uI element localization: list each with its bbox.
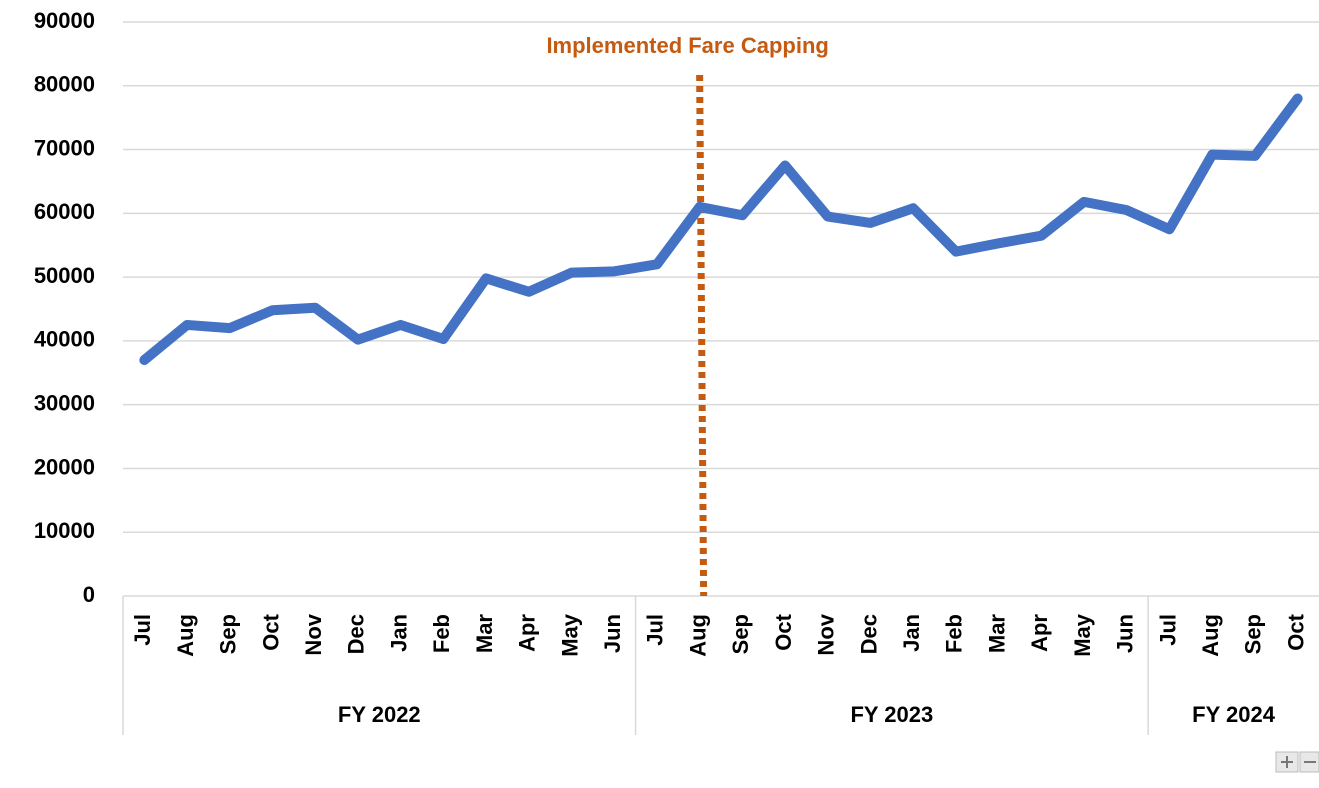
x-tick-label: Mar xyxy=(472,614,497,654)
y-tick-label: 80000 xyxy=(34,72,95,97)
zoom-controls xyxy=(1275,751,1319,773)
x-tick-label: Dec xyxy=(344,614,369,654)
y-tick-label: 0 xyxy=(83,582,95,607)
y-tick-label: 70000 xyxy=(34,135,95,160)
x-tick-label: Oct xyxy=(1283,613,1308,650)
x-tick-label: Jun xyxy=(600,614,625,653)
x-tick-label: Jul xyxy=(643,614,668,646)
x-tick-label: Sep xyxy=(216,614,241,654)
x-tick-label: Oct xyxy=(258,613,283,650)
x-tick-label: Jan xyxy=(899,614,924,652)
x-tick-label: Apr xyxy=(515,614,540,652)
annotation-line xyxy=(696,74,708,597)
annotation-text: Implemented Fare Capping xyxy=(546,33,828,58)
x-tick-label: Jul xyxy=(1155,614,1180,646)
y-tick-label: 60000 xyxy=(34,199,95,224)
x-tick-label: Nov xyxy=(814,613,839,655)
x-tick-label: Mar xyxy=(984,614,1009,654)
group-label: FY 2022 xyxy=(338,702,421,727)
x-tick-label: Sep xyxy=(728,614,753,654)
x-tick-label: Jun xyxy=(1113,614,1138,653)
y-tick-label: 40000 xyxy=(34,327,95,352)
y-tick-label: 10000 xyxy=(34,518,95,543)
x-tick-label: Sep xyxy=(1241,614,1266,654)
x-tick-label: Jul xyxy=(130,614,155,646)
x-tick-label: Feb xyxy=(429,614,454,653)
x-tick-label: Dec xyxy=(856,614,881,654)
x-tick-label: Jan xyxy=(386,614,411,652)
y-tick-label: 90000 xyxy=(34,8,95,33)
x-tick-label: Aug xyxy=(173,614,198,657)
group-label: FY 2024 xyxy=(1192,702,1276,727)
group-label: FY 2023 xyxy=(850,702,933,727)
x-tick-label: Nov xyxy=(301,613,326,655)
x-tick-label: Oct xyxy=(771,613,796,650)
x-tick-label: Aug xyxy=(685,614,710,657)
y-tick-label: 50000 xyxy=(34,263,95,288)
x-tick-label: May xyxy=(557,613,582,657)
x-tick-label: Apr xyxy=(1027,614,1052,652)
x-tick-label: May xyxy=(1070,613,1095,657)
x-tick-label: Feb xyxy=(942,614,967,653)
line-series xyxy=(139,93,1303,366)
y-tick-label: 30000 xyxy=(34,390,95,415)
y-tick-label: 20000 xyxy=(34,454,95,479)
x-tick-label: Aug xyxy=(1198,614,1223,657)
